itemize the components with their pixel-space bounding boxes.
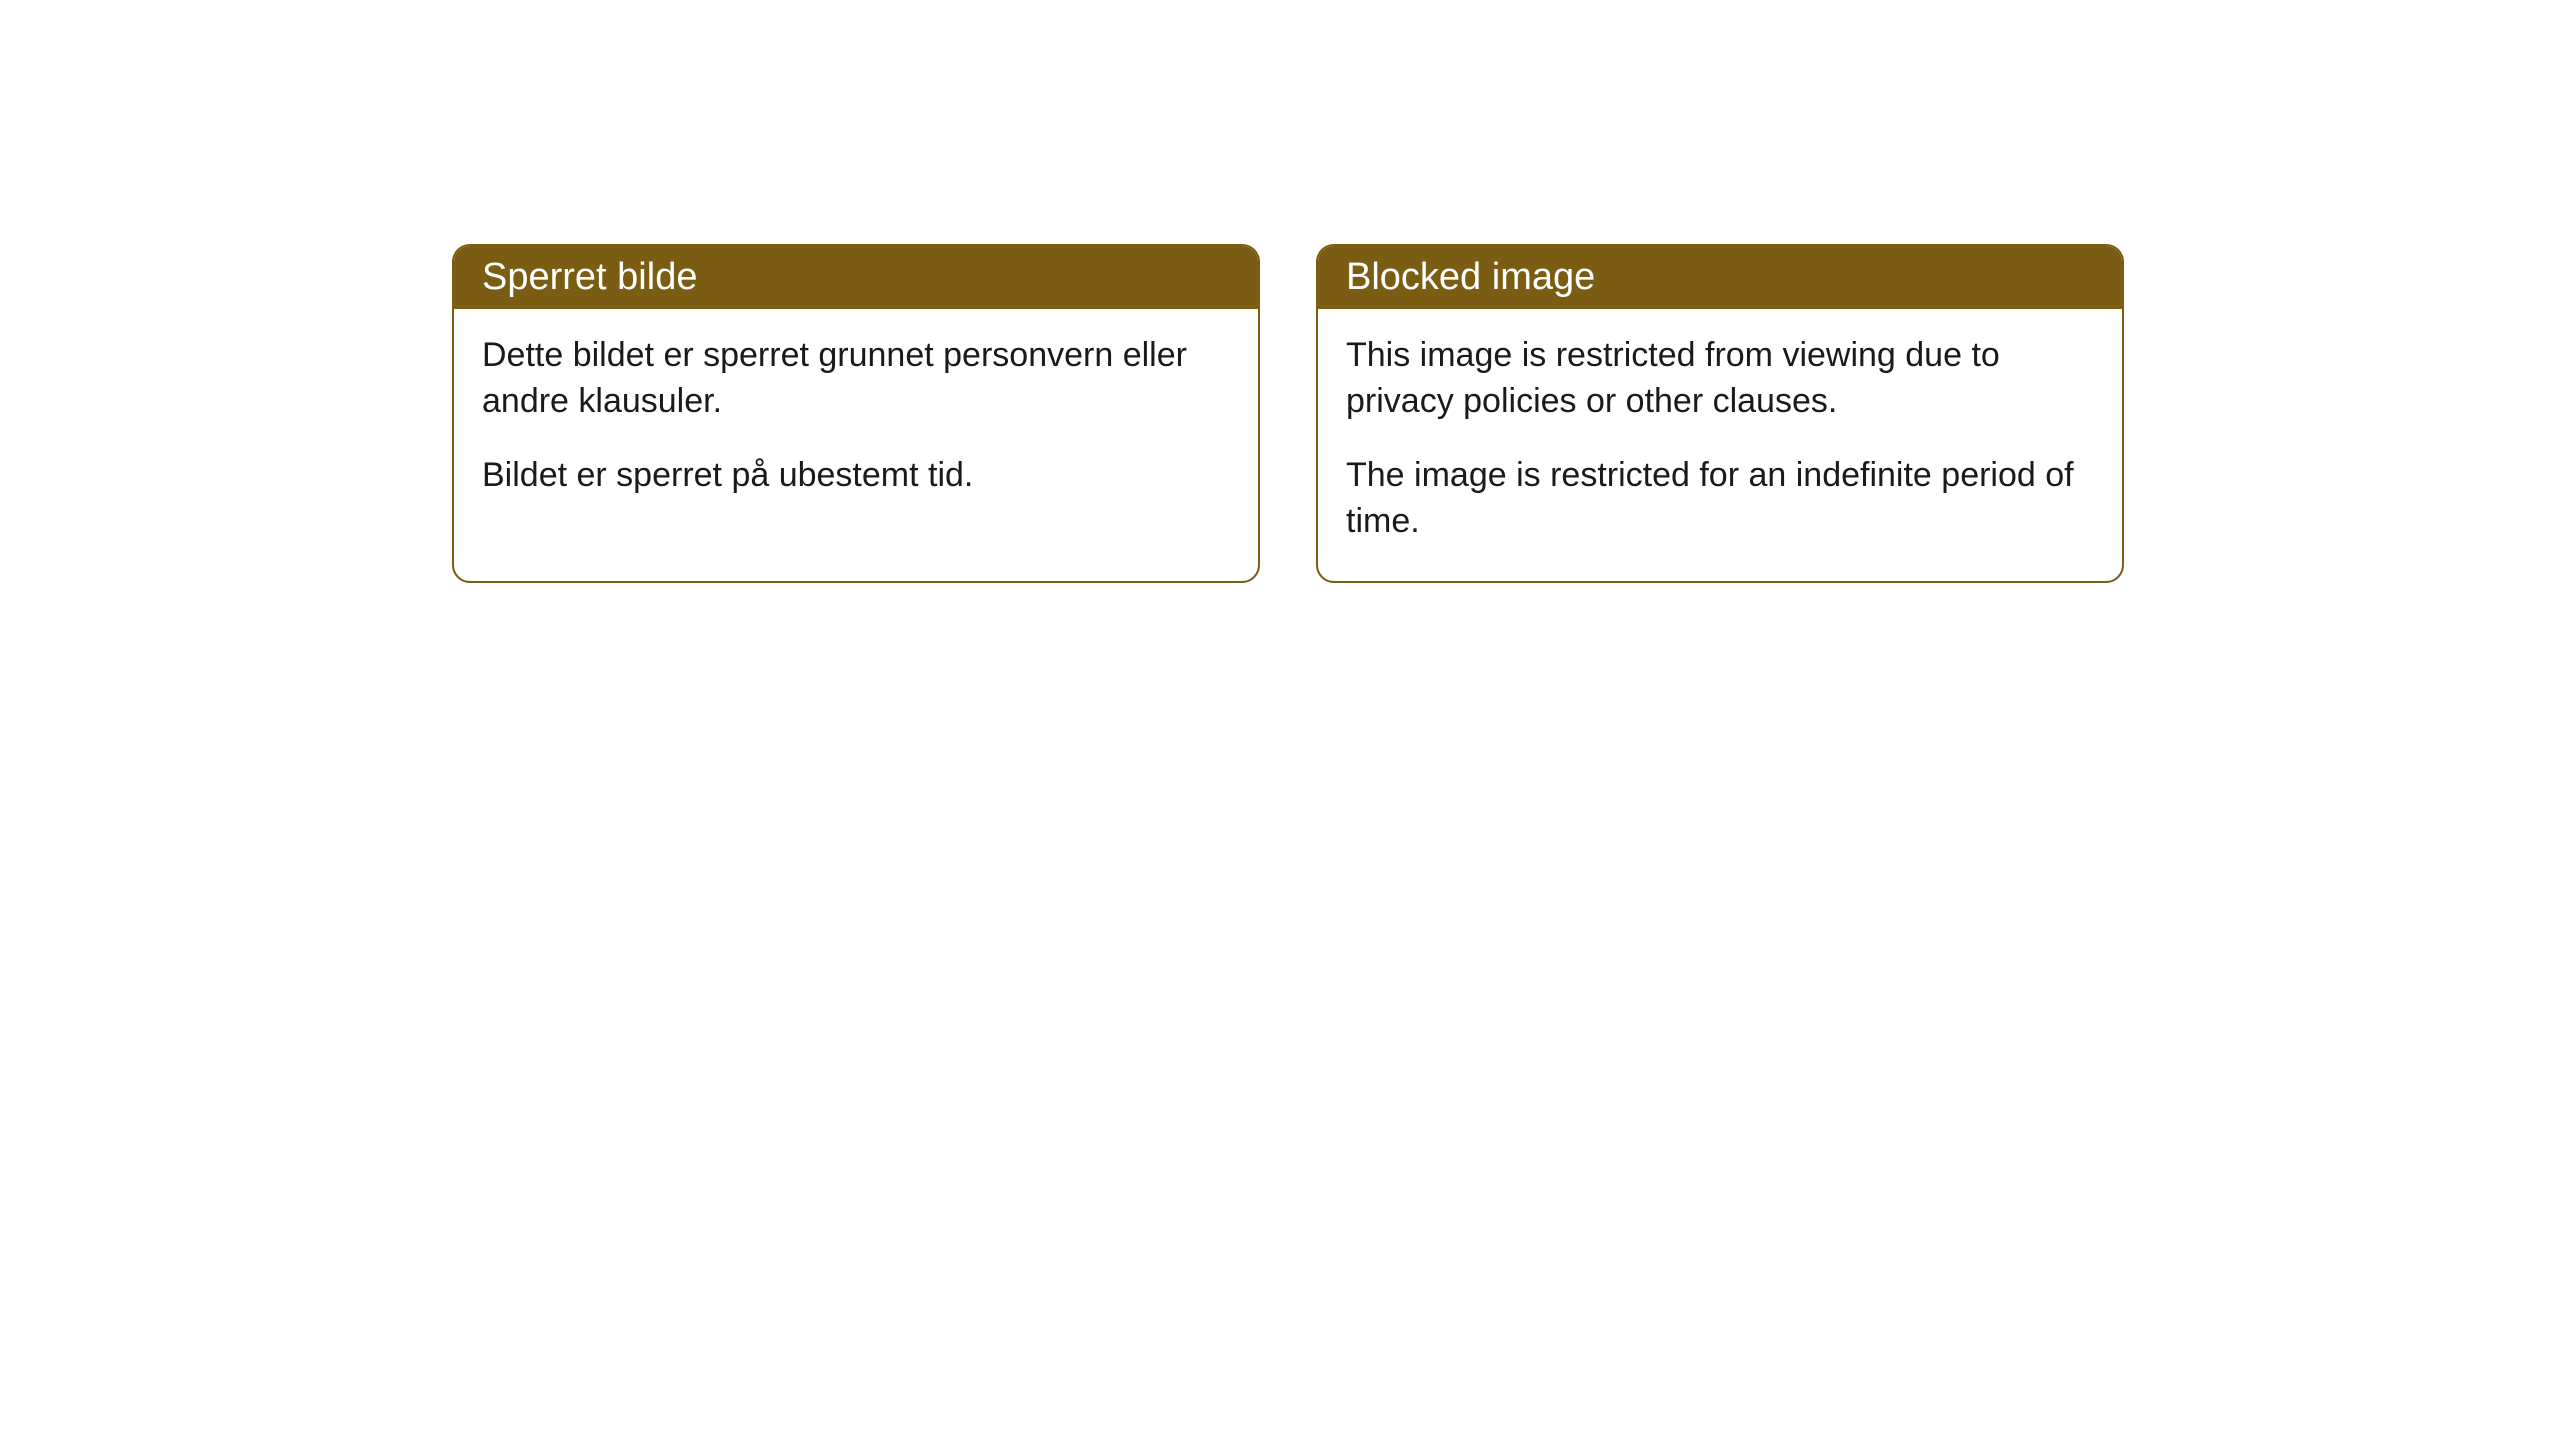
- card-header: Sperret bilde: [454, 246, 1258, 309]
- blocked-image-card-english: Blocked image This image is restricted f…: [1316, 244, 2124, 583]
- card-paragraph: This image is restricted from viewing du…: [1346, 333, 2094, 425]
- card-title: Sperret bilde: [482, 256, 697, 298]
- card-title: Blocked image: [1346, 256, 1595, 298]
- blocked-image-card-norwegian: Sperret bilde Dette bildet er sperret gr…: [452, 244, 1260, 583]
- card-paragraph: The image is restricted for an indefinit…: [1346, 453, 2094, 545]
- card-header: Blocked image: [1318, 246, 2122, 309]
- cards-container: Sperret bilde Dette bildet er sperret gr…: [452, 244, 2124, 583]
- card-paragraph: Bildet er sperret på ubestemt tid.: [482, 453, 1230, 499]
- card-paragraph: Dette bildet er sperret grunnet personve…: [482, 333, 1230, 425]
- card-body: Dette bildet er sperret grunnet personve…: [454, 309, 1258, 535]
- card-body: This image is restricted from viewing du…: [1318, 309, 2122, 581]
